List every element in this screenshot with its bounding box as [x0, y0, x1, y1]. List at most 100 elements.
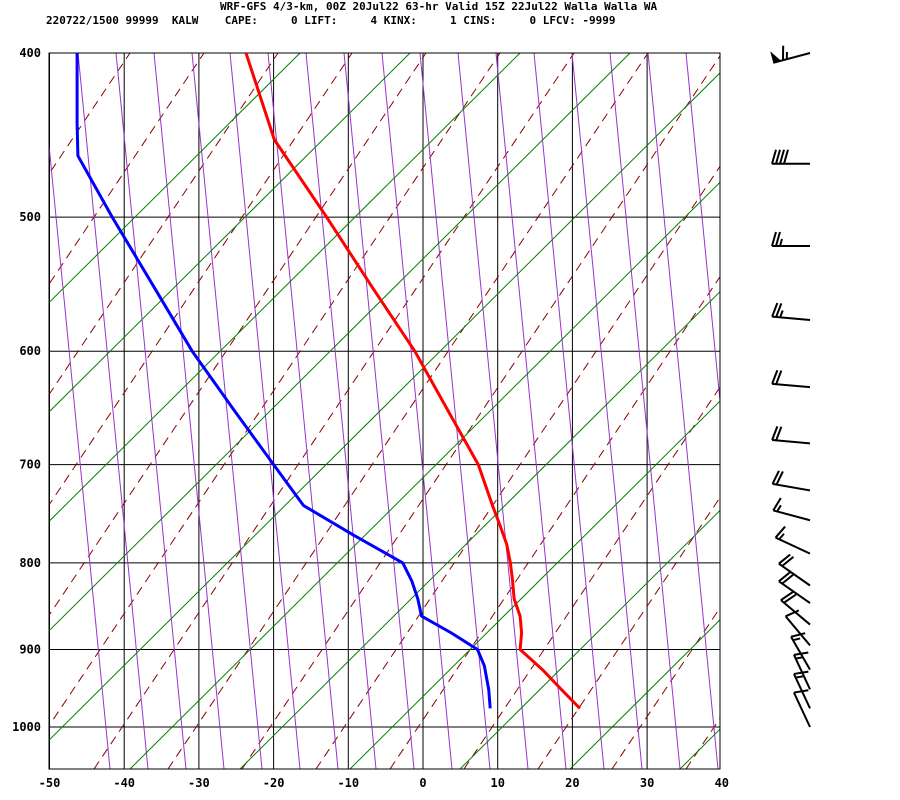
mixing-ratio-line [459, 509, 720, 769]
wind-barb [778, 553, 811, 587]
moist-adiabat-line [77, 53, 149, 769]
barb-half-feather [795, 656, 803, 660]
model-run-title: WRF-GFS 4/3-km, 00Z 20Jul22 63-hr Valid … [220, 0, 658, 13]
wind-barb [771, 426, 811, 445]
barb-staff [773, 52, 811, 64]
barb-feather [772, 497, 782, 511]
moist-adiabat-line [343, 53, 415, 769]
barb-pennant [770, 51, 782, 63]
wind-barb [771, 470, 811, 492]
temperature-tick-label: 30 [640, 776, 654, 790]
barb-feather [771, 426, 779, 441]
barb-feather [783, 593, 797, 604]
wind-barb [771, 302, 811, 321]
wind-barbs [770, 45, 811, 728]
temperature-tick-label: -40 [113, 776, 135, 790]
barb-feather [775, 426, 783, 441]
mixing-ratio-line [49, 72, 720, 741]
temperature-tick-label: -10 [337, 776, 359, 790]
sounding-header: WRF-GFS 4/3-km, 00Z 20Jul22 63-hr Valid … [0, 0, 900, 32]
pressure-tick-label: 500 [19, 210, 41, 224]
dry-adiabat-line [241, 55, 720, 769]
barb-feather [793, 670, 809, 675]
pressure-tick-label: 1000 [12, 720, 41, 734]
wind-barb [790, 632, 811, 671]
wind-barb [771, 231, 810, 247]
barb-staff [778, 562, 811, 587]
temperature-profile-line [244, 53, 581, 710]
wind-barb [793, 689, 811, 728]
mixing-ratio-line [349, 400, 720, 769]
moist-adiabat-line [571, 53, 643, 769]
plot-border [48, 52, 721, 770]
moist-adiabat-line [609, 53, 681, 769]
dry-adiabat-line [49, 53, 205, 286]
dry-adiabat-line [685, 717, 720, 769]
barb-staff [773, 509, 811, 522]
mixing-ratio-line [129, 181, 720, 769]
barb-feather [778, 571, 791, 583]
barb-feather [793, 689, 809, 694]
temperature-tick-label: -50 [39, 776, 61, 790]
adiabat-lines [49, 53, 720, 769]
moist-adiabat-line [457, 53, 529, 769]
barb-staff [784, 615, 811, 647]
barb-staff [778, 580, 811, 604]
barb-feather [774, 525, 786, 539]
barb-feather [785, 609, 800, 618]
barb-feather [771, 302, 779, 317]
dry-adiabat-line [463, 386, 720, 769]
barb-feather [771, 231, 777, 247]
wind-barb [778, 571, 811, 604]
temperature-tick-label: -20 [263, 776, 285, 790]
barb-feather [775, 149, 781, 165]
mixing-ratio-line [239, 290, 720, 769]
moist-adiabat-line [381, 53, 453, 769]
moist-adiabat-line [495, 53, 567, 769]
barb-feather [790, 632, 806, 638]
barb-half-feather [779, 238, 783, 247]
moist-adiabat-line [419, 53, 491, 769]
barb-staff [772, 439, 811, 445]
moist-adiabat-line [153, 53, 225, 769]
moist-adiabat-line [267, 53, 339, 769]
wind-barb [770, 45, 811, 64]
moist-adiabat-line [49, 139, 111, 769]
wind-barb [772, 497, 811, 522]
moist-adiabat-line [191, 53, 263, 769]
temperature-tick-labels: -50 -40 -30 -20 -10 0 10 20 30 40 [39, 776, 729, 790]
moist-adiabat-line [647, 53, 719, 769]
barb-feather [780, 591, 794, 601]
barb-feather [775, 471, 784, 485]
dewpoint-profile-line [75, 53, 492, 709]
dry-adiabat-line [93, 53, 575, 769]
moist-adiabat-line [305, 53, 377, 769]
mixing-ratio-line [49, 53, 631, 632]
barb-half-feather [776, 504, 782, 512]
wind-barb [774, 525, 811, 555]
barb-half-feather [792, 637, 801, 642]
wind-barb [784, 609, 811, 647]
pressure-tick-label: 600 [19, 344, 41, 358]
barb-feather [781, 556, 795, 567]
isotherm-isobar-grid [49, 53, 720, 769]
moist-adiabat-line [229, 53, 301, 769]
wind-barb [780, 591, 811, 626]
barb-feather [781, 573, 795, 585]
pressure-tick-label: 700 [19, 458, 41, 472]
barb-half-feather [779, 310, 784, 318]
temperature-tick-label: 0 [419, 776, 426, 790]
barb-staff [772, 315, 811, 321]
barb-staff [772, 482, 811, 492]
moist-adiabat-line [533, 53, 605, 769]
temperature-tick-label: 20 [565, 776, 579, 790]
temperature-tick-label: 40 [715, 776, 729, 790]
barb-feather [775, 303, 783, 318]
moist-adiabat-line [685, 53, 720, 406]
mixing-ratio-line [569, 619, 720, 769]
pressure-tick-labels: 400 500 600 700 800 900 1000 [12, 46, 41, 734]
temperature-tick-label: 10 [490, 776, 504, 790]
mixing-ratio-line [49, 53, 301, 304]
dry-adiabat-line [49, 53, 131, 175]
